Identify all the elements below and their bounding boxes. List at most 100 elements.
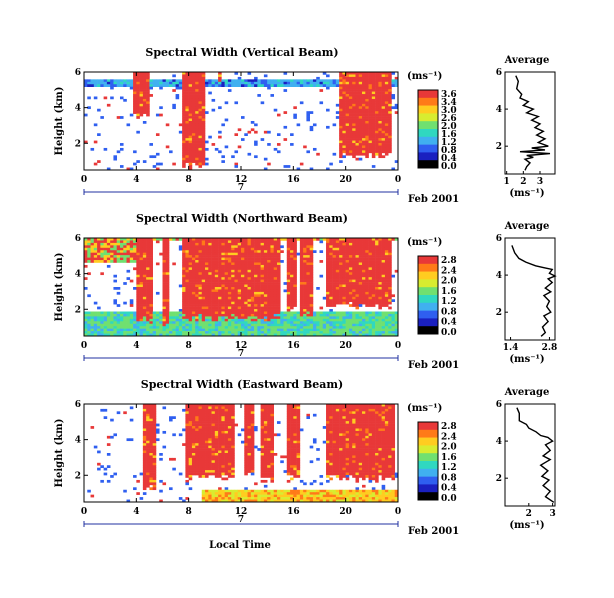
heatmap-cell: [191, 423, 196, 427]
heatmap-cell: [201, 277, 206, 280]
heatmap-cell: [345, 274, 350, 278]
heatmap-cell: [93, 311, 98, 315]
heatmap-cell: [270, 257, 275, 261]
heatmap-cell: [182, 91, 186, 95]
heatmap-cell: [342, 150, 346, 154]
heatmap-cell: [365, 250, 369, 253]
heatmap-cell: [365, 272, 369, 276]
heatmap-cell: [90, 255, 95, 258]
heatmap-cell: [142, 103, 147, 107]
heatmap-cell: [198, 160, 203, 163]
heatmap-cell: [358, 406, 363, 410]
heatmap-cell: [191, 135, 196, 139]
heatmap-cell: [358, 245, 363, 249]
heatmap-cell: [355, 418, 360, 422]
heatmap-cell: [368, 282, 373, 285]
heatmap-cell: [280, 326, 284, 329]
heatmap-cell: [234, 301, 239, 305]
heatmap-cell: [381, 406, 386, 410]
heatmap-cell: [231, 328, 235, 332]
heatmap-cell: [237, 269, 242, 273]
heatmap-cell: [201, 260, 206, 263]
heatmap-cell: [263, 316, 268, 320]
heatmap-cell: [231, 245, 235, 249]
heatmap-cell: [110, 311, 114, 315]
heatmap-cell: [224, 333, 229, 337]
heatmap-cell: [87, 242, 91, 246]
heatmap-cell: [126, 252, 131, 256]
heatmap-cell: [381, 326, 386, 329]
heatmap-cell: [198, 279, 203, 283]
heatmap-cell: [381, 301, 386, 305]
heatmap-cell: [188, 311, 193, 315]
heatmap-cell: [201, 296, 206, 300]
heatmap-cell: [106, 316, 111, 320]
heatmap-cell: [146, 296, 150, 300]
heatmap-cell: [241, 316, 245, 320]
heatmap-cell: [263, 157, 268, 161]
heatmap-cell: [303, 323, 307, 327]
heatmap-cell: [342, 318, 346, 322]
heatmap-cell: [218, 84, 222, 87]
heatmap-cell: [139, 296, 144, 300]
heatmap-cell: [185, 116, 189, 119]
heatmap-cell: [299, 333, 304, 337]
heatmap-cell: [136, 130, 140, 134]
heatmap-cell: [214, 408, 219, 412]
heatmap-cell: [191, 138, 196, 141]
heatmap-cell: [234, 326, 239, 329]
heatmap-cell: [231, 416, 235, 419]
heatmap-cell: [319, 333, 324, 337]
heatmap-cell: [348, 411, 353, 415]
heatmap-cell: [182, 242, 186, 246]
heatmap-cell: [309, 294, 314, 298]
heatmap-cell: [165, 272, 170, 276]
heatmap-cell: [227, 277, 232, 280]
heatmap-cell: [182, 255, 186, 258]
heatmap-cell: [276, 306, 281, 310]
heatmap-cell: [378, 123, 382, 127]
heatmap-cell: [326, 304, 330, 307]
heatmap-cell: [332, 418, 337, 422]
heatmap-cell: [191, 108, 196, 112]
heatmap-cell: [198, 162, 203, 166]
heatmap-cell: [142, 269, 147, 273]
heatmap-cell: [381, 331, 386, 334]
heatmap-cell: [250, 404, 255, 407]
heatmap-cell: [185, 94, 189, 97]
heatmap-cell: [293, 418, 297, 422]
heatmap-cell: [142, 84, 147, 87]
heatmap-cell: [384, 289, 389, 293]
heatmap-cell: [84, 245, 88, 249]
heatmap-cell: [139, 79, 144, 83]
heatmap-cell: [326, 313, 330, 317]
heatmap-cell: [227, 284, 232, 288]
heatmap-cell: [149, 301, 153, 305]
heatmap-cell: [378, 294, 382, 298]
heatmap-cell: [316, 313, 320, 317]
heatmap-cell: [208, 84, 212, 87]
colorbar-segment: [418, 295, 438, 304]
heatmap-cell: [384, 108, 389, 112]
heatmap-cell: [133, 267, 137, 271]
heatmap-cell: [231, 155, 235, 159]
heatmap-cell: [87, 331, 91, 334]
heatmap-cell: [191, 242, 196, 246]
heatmap-cell: [191, 150, 196, 154]
heatmap-cell: [276, 326, 281, 329]
heatmap-cell: [162, 323, 167, 327]
heatmap-cell: [136, 282, 140, 285]
heatmap-cell: [185, 306, 189, 310]
heatmap-cell: [335, 267, 340, 271]
heatmap-cell: [254, 140, 258, 144]
heatmap-cell: [136, 86, 140, 90]
heatmap-cell: [188, 106, 193, 110]
heatmap-cell: [136, 309, 140, 312]
heatmap-cell: [162, 326, 167, 329]
heatmap-cell: [231, 301, 235, 305]
heatmap-cell: [332, 318, 337, 322]
heatmap-cell: [388, 328, 392, 332]
heatmap-cell: [309, 309, 314, 312]
heatmap-cell: [280, 331, 284, 334]
heatmap-cell: [162, 255, 167, 258]
